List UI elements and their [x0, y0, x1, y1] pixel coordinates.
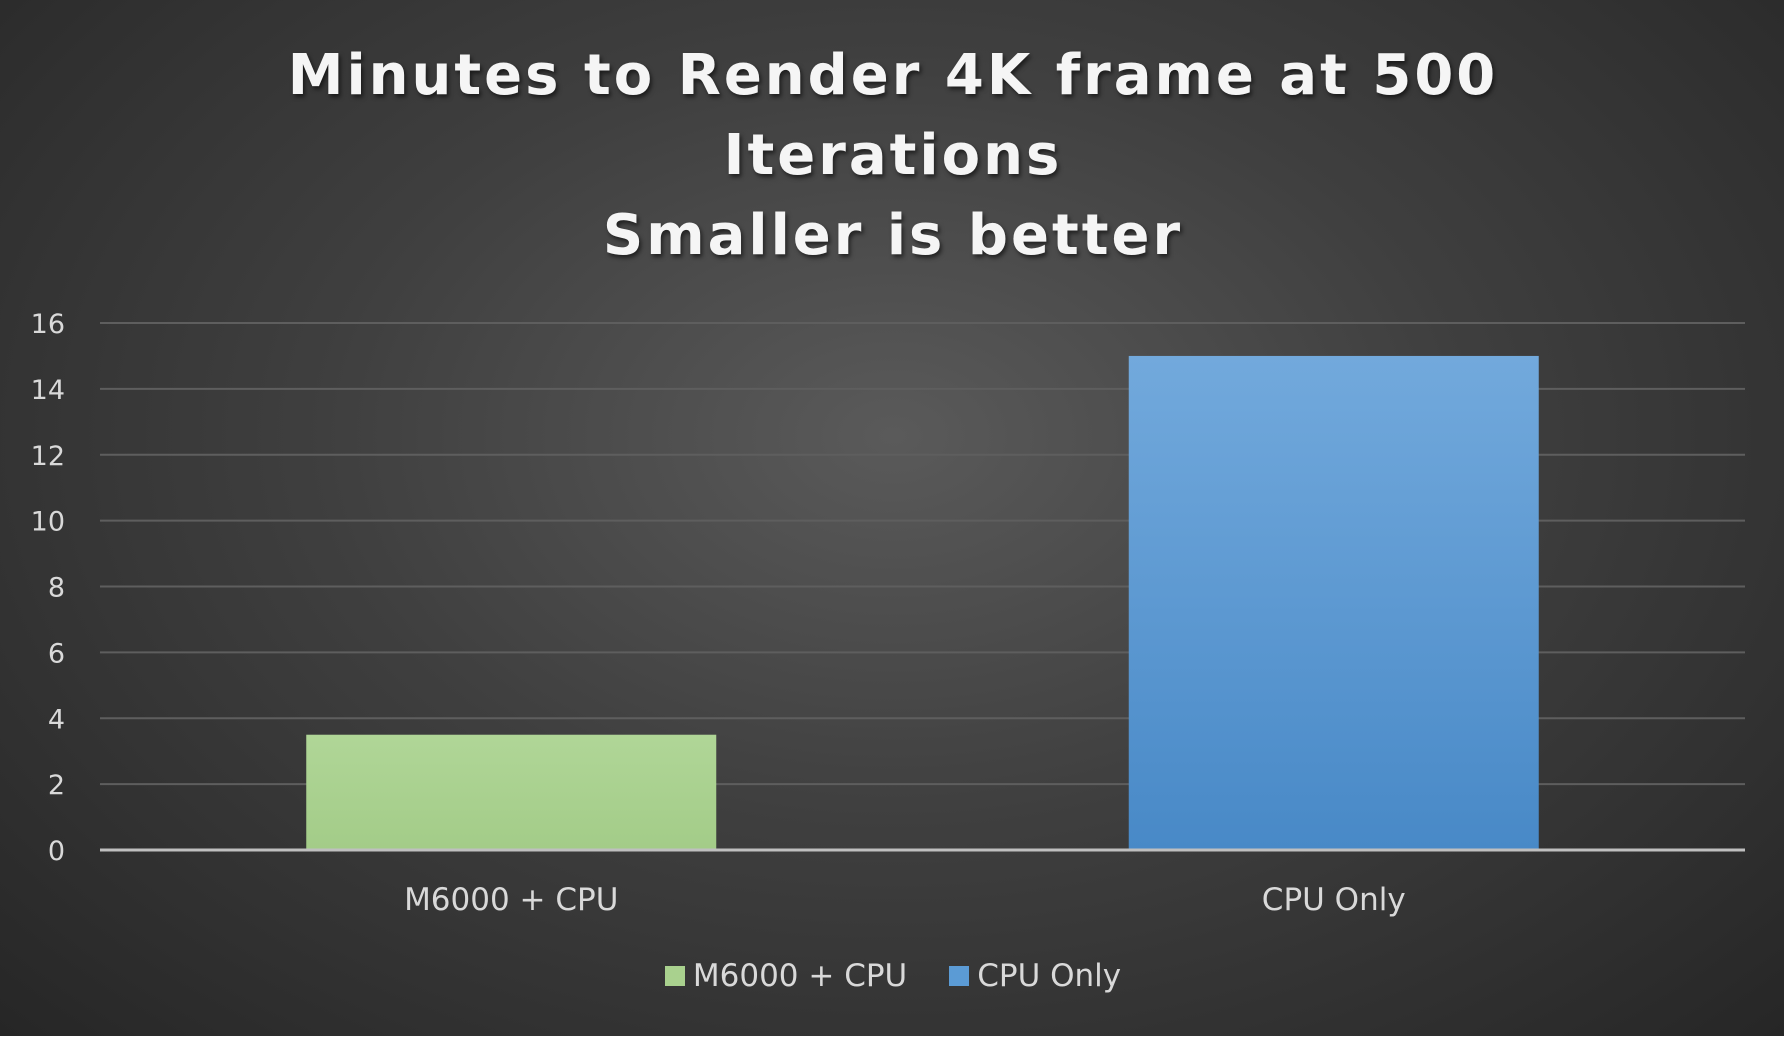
- axis-labels: 0 2 4 6 8 10 12 14 16 M6000 + CPU CPU Only: [31, 309, 1406, 918]
- legend-item-m6000-cpu: M6000 + CPU: [664, 958, 908, 994]
- y-tick-label: 8: [48, 573, 65, 604]
- canvas-border-right: [1784, 0, 1786, 1038]
- legend-label-cpu-only: CPU Only: [977, 958, 1122, 994]
- legend-swatch-blue: [949, 966, 970, 986]
- x-category-label: M6000 + CPU: [404, 882, 618, 918]
- y-tick-label: 14: [31, 375, 65, 406]
- canvas-border-bottom: [0, 1036, 1786, 1038]
- chart-title-line-3: Smaller is better: [602, 203, 1184, 268]
- x-category-label: CPU Only: [1262, 882, 1406, 918]
- legend-item-cpu-only: CPU Only: [949, 958, 1121, 994]
- chart-title-line-2: Iterations: [723, 123, 1063, 188]
- bar-cpu-only: [1128, 355, 1539, 850]
- chart-title: Minutes to Render 4K frame at 500 Iterat…: [0, 36, 1786, 276]
- y-tick-label: 16: [31, 309, 65, 340]
- legend: M6000 + CPU CPU Only: [0, 958, 1786, 994]
- y-tick-label: 6: [48, 638, 65, 669]
- bars: [306, 355, 1539, 850]
- y-tick-label: 12: [31, 441, 65, 472]
- y-tick-label: 4: [48, 704, 65, 735]
- chart-title-line-1: Minutes to Render 4K frame at 500: [287, 43, 1499, 108]
- y-tick-label: 0: [48, 836, 65, 867]
- y-tick-label: 2: [48, 770, 65, 801]
- bar-m6000-cpu: [306, 734, 717, 850]
- legend-swatch-green: [664, 966, 685, 986]
- y-tick-label: 10: [31, 507, 65, 538]
- legend-label-m6000-cpu: M6000 + CPU: [692, 958, 908, 994]
